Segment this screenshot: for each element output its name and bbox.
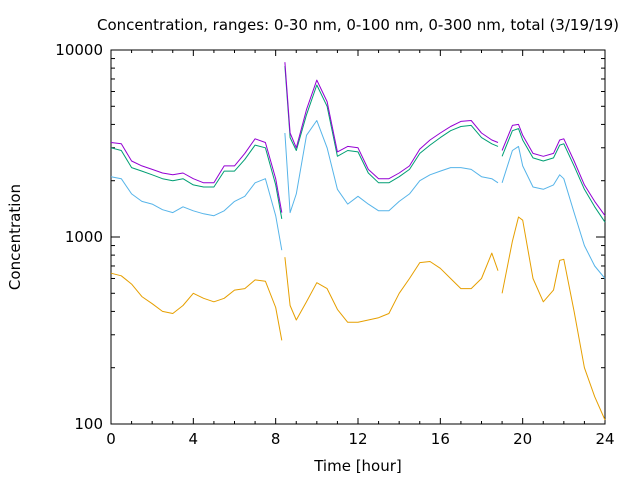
series-line-range-0-30-segment-3 — [501, 216, 606, 421]
y-axis-label: Concentration — [6, 184, 24, 290]
series-line-range-0-300-segment-3 — [501, 128, 606, 223]
x-tick-label: 20 — [513, 430, 532, 448]
x-tick-label: 16 — [431, 430, 450, 448]
plot-frame — [110, 49, 606, 425]
series-line-range-0-30-segment-1 — [110, 272, 283, 341]
y-tick-label: 100 — [74, 415, 103, 433]
series-line-range-0-100-segment-2 — [284, 120, 499, 214]
series-line-range-0-300-segment-1 — [110, 144, 283, 219]
y-tick-label: 1000 — [65, 228, 103, 246]
x-tick-label: 4 — [189, 430, 199, 448]
y-tick-label: 10000 — [55, 41, 103, 59]
series-line-range-0-300-segment-2 — [284, 66, 499, 184]
series-group — [110, 62, 606, 421]
x-tick-label: 8 — [271, 430, 281, 448]
x-tick-label: 0 — [106, 430, 116, 448]
x-tick-label: 24 — [595, 430, 614, 448]
series-line-total-segment-2 — [284, 62, 499, 180]
series-line-range-0-30-segment-2 — [284, 252, 499, 323]
series-line-total-segment-1 — [110, 138, 283, 213]
axis-ticks: 0 4 8 12 16 20 24 100 1000 10000 — [55, 41, 614, 448]
x-tick-label: 12 — [348, 430, 367, 448]
chart-title: Concentration, ranges: 0-30 nm, 0-100 nm… — [97, 16, 619, 34]
series-line-range-0-100-segment-3 — [501, 145, 606, 279]
x-axis-label: Time [hour] — [313, 457, 402, 475]
series-line-range-0-100-segment-1 — [110, 176, 283, 251]
series-line-total-segment-3 — [501, 123, 606, 216]
